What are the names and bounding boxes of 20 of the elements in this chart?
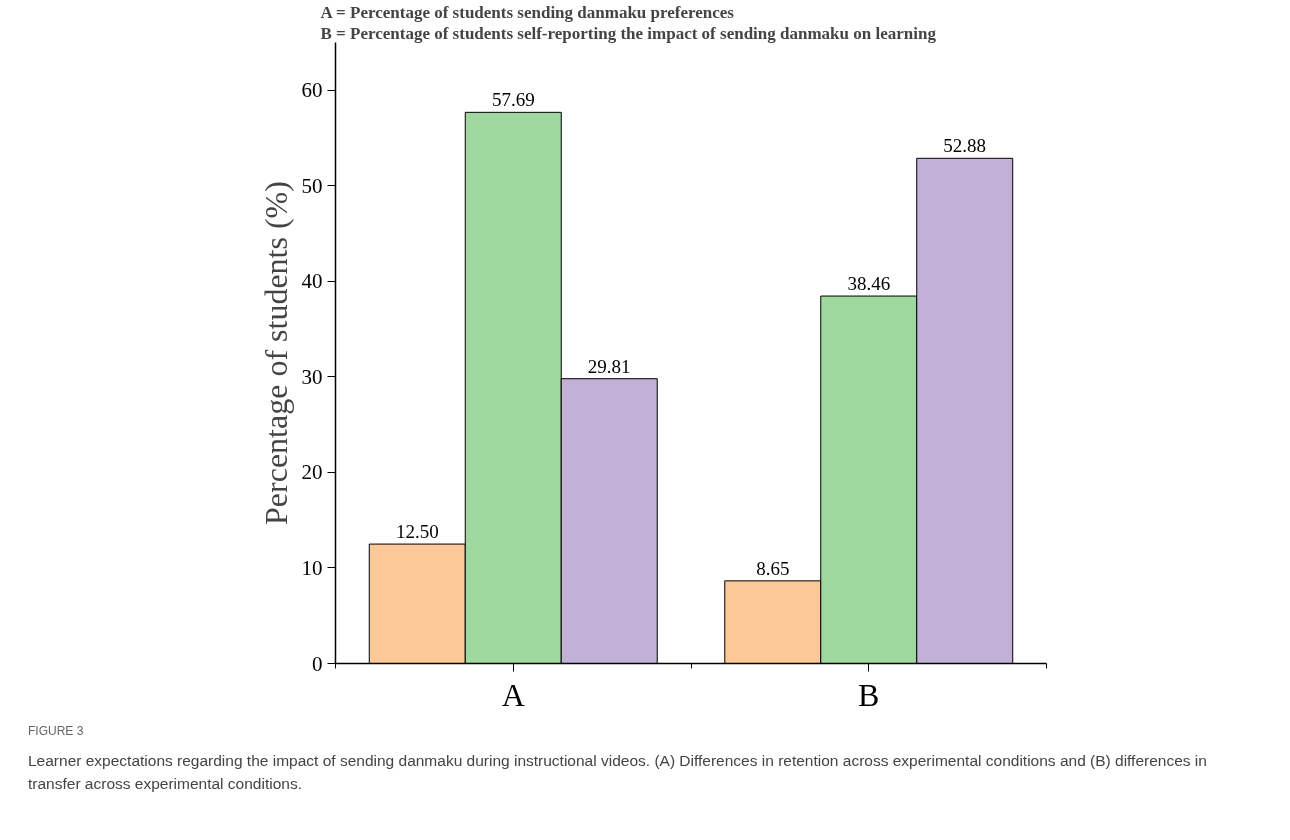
- y-tick-label: 60: [301, 78, 323, 103]
- data-label: 52.88: [943, 135, 987, 157]
- caption: FIGURE 3: [28, 723, 84, 740]
- data-label: 12.50: [395, 521, 439, 543]
- data-label: 29.81: [587, 355, 631, 377]
- data-label: 57.69: [491, 89, 535, 111]
- data-label: 38.46: [847, 273, 891, 295]
- y-tick-label: 10: [301, 555, 323, 580]
- text: A = Percentage of students sending danmaku preferences: [320, 2, 735, 22]
- y-tick-label: 0: [312, 651, 323, 676]
- y-tick-label: 50: [301, 173, 323, 198]
- x-tick-label: A: [501, 676, 525, 713]
- text: Learner expectations regarding the impact of sending danmaku during instructional videos. (A) Differences in retention across experimental conditions and (B) differences in transfer across experimental conditions.: [28, 751, 1208, 794]
- data-label: 8.65: [756, 557, 790, 579]
- y-tick-label: 20: [301, 460, 323, 485]
- x-tick-label: B: [858, 676, 880, 713]
- y-tick-label: 40: [301, 269, 323, 294]
- y-axis-title: Percentage of students (%): [257, 181, 294, 525]
- text: B = Percentage of students self-reporting the impact of sending danmaku on learning: [320, 23, 937, 43]
- y-tick-label: 30: [301, 364, 323, 389]
